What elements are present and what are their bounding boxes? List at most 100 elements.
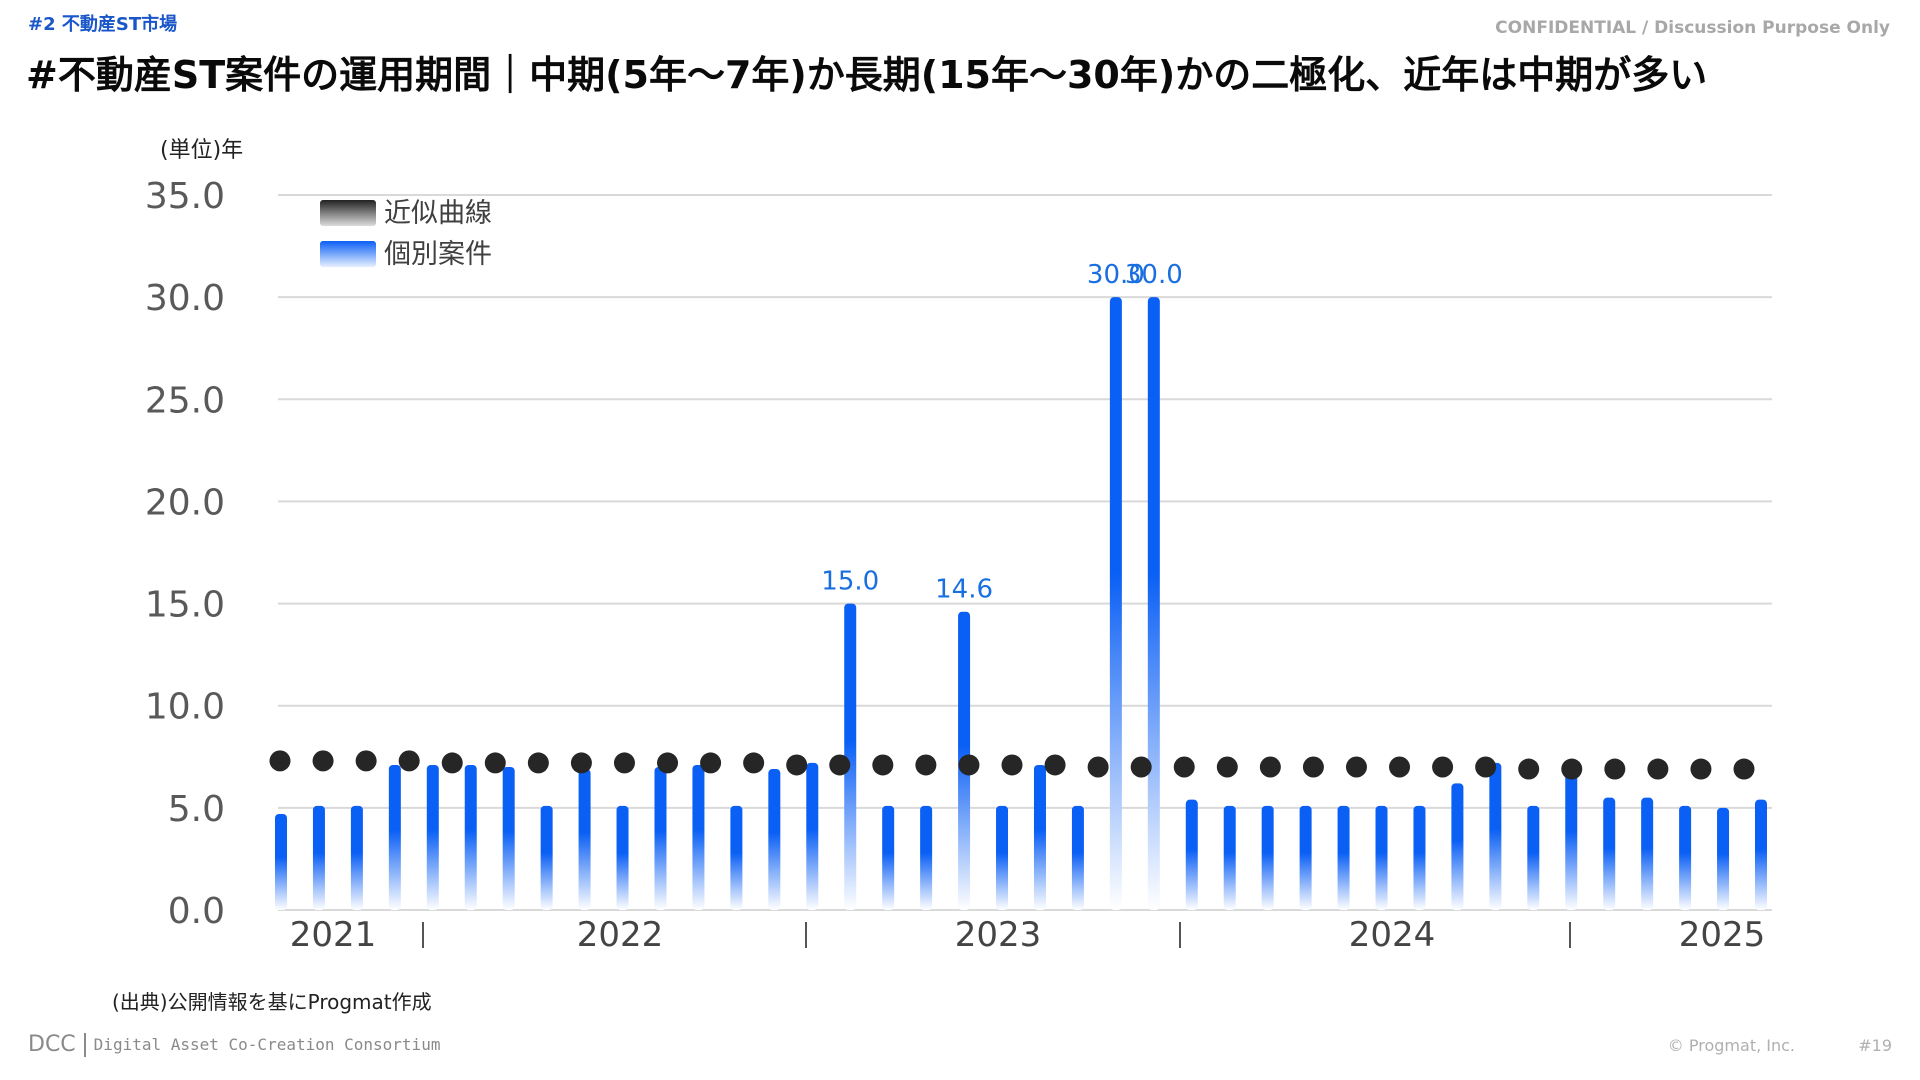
trend-point xyxy=(1647,758,1669,780)
bar xyxy=(1489,762,1502,910)
trend-point xyxy=(1518,758,1540,780)
y-tick-label: 20.0 xyxy=(145,482,225,523)
trend-point xyxy=(613,752,635,774)
x-year-label: 2021 xyxy=(290,915,377,955)
dcc-logo: DCC xyxy=(28,1032,76,1057)
trend-point xyxy=(1389,756,1411,778)
unit-label: (単位)年 xyxy=(160,138,244,163)
section-tag: #2 不動産ST市場 xyxy=(28,14,178,35)
y-tick-label: 10.0 xyxy=(145,687,225,728)
bar xyxy=(388,764,401,910)
bar xyxy=(540,805,553,910)
bar xyxy=(1565,767,1578,910)
trend-point xyxy=(570,752,592,774)
trend-point xyxy=(269,750,291,772)
footer-logo: DCC Digital Asset Co-Creation Consortium xyxy=(28,1032,440,1057)
copyright: © Progmat, Inc. xyxy=(1667,1036,1795,1055)
trend-point xyxy=(1130,756,1152,778)
bar xyxy=(1527,805,1540,910)
bar xyxy=(1451,783,1464,910)
bar xyxy=(1679,805,1692,910)
x-year-label: 2024 xyxy=(1349,915,1436,955)
bar-value-label: 15.0 xyxy=(821,567,879,597)
x-year-label: 2022 xyxy=(577,915,664,955)
bar xyxy=(730,805,743,910)
trend-point xyxy=(1216,756,1238,778)
bar xyxy=(1375,805,1388,910)
y-tick-label: 0.0 xyxy=(168,891,225,932)
source-note: (出典)公開情報を基にProgmat作成 xyxy=(112,990,432,1014)
bar xyxy=(1261,805,1274,910)
legend: 近似曲線 個別案件 xyxy=(320,198,492,270)
trend-point xyxy=(1302,756,1324,778)
bar-value-label: 30.0 xyxy=(1125,260,1183,290)
page-number: #19 xyxy=(1858,1036,1892,1055)
trend-point xyxy=(915,754,937,776)
y-tick-label: 15.0 xyxy=(145,585,225,626)
x-year-label: 2023 xyxy=(955,915,1042,955)
trend-point xyxy=(700,752,722,774)
trend-point xyxy=(1259,756,1281,778)
bar xyxy=(1603,797,1616,910)
trend-point xyxy=(1475,756,1497,778)
bar xyxy=(1337,805,1350,910)
trend-point xyxy=(1087,756,1109,778)
trend-point xyxy=(958,754,980,776)
bar-series xyxy=(275,297,1767,911)
trend-point xyxy=(743,752,765,774)
trend-point xyxy=(1001,754,1023,776)
bar xyxy=(1109,297,1122,911)
consortium-name: Digital Asset Co-Creation Consortium xyxy=(93,1035,441,1054)
trend-point xyxy=(872,754,894,776)
trend-point xyxy=(527,752,549,774)
bar xyxy=(1071,805,1084,910)
trend-point xyxy=(484,752,506,774)
bar xyxy=(1755,799,1767,910)
bar xyxy=(654,767,667,910)
bar xyxy=(1299,805,1312,910)
bar xyxy=(1033,764,1046,910)
x-year-label: 2025 xyxy=(1679,915,1766,955)
legend-swatch-bars xyxy=(320,241,376,267)
bar xyxy=(1223,805,1236,910)
bar-value-label: 30.0 xyxy=(1087,260,1145,290)
trend-point xyxy=(312,750,334,772)
value-labels: 15.0 14.6 30.030.0 xyxy=(821,260,1182,605)
bar xyxy=(920,805,933,910)
trend-point xyxy=(1733,758,1755,780)
trend-point xyxy=(1432,756,1454,778)
bar xyxy=(312,805,325,910)
logo-divider xyxy=(83,1032,86,1057)
trend-point xyxy=(355,750,377,772)
legend-label-bars: 個別案件 xyxy=(384,239,492,270)
bar xyxy=(806,762,819,910)
trend-point xyxy=(786,754,808,776)
trend-point xyxy=(657,752,679,774)
trend-point xyxy=(441,752,463,774)
bar xyxy=(1413,805,1426,910)
bar xyxy=(1717,807,1730,910)
bar xyxy=(882,805,895,910)
trend-series xyxy=(269,750,1755,780)
axes: 0.0 5.0 10.0 15.0 20.0 25.0 30.0 35.0 2021 2022 20… xyxy=(145,176,1765,955)
bar xyxy=(275,813,287,910)
y-tick-label: 5.0 xyxy=(168,789,225,830)
trend-point xyxy=(1604,758,1626,780)
trend-point xyxy=(1173,756,1195,778)
bar xyxy=(844,603,857,910)
trend-point xyxy=(829,754,851,776)
bar xyxy=(1147,297,1160,911)
trend-point xyxy=(398,750,420,772)
trend-point xyxy=(1345,756,1367,778)
page-title: #不動産ST案件の運用期間｜中期(5年〜7年)か長期(15年〜30年)かの二極化… xyxy=(26,53,1708,97)
bar xyxy=(578,769,591,910)
bar xyxy=(502,767,515,910)
legend-swatch-trend xyxy=(320,200,376,226)
trend-point xyxy=(1561,758,1583,780)
confidential-label: CONFIDENTIAL / Discussion Purpose Only xyxy=(1495,18,1890,38)
gridlines xyxy=(278,194,1772,911)
y-tick-label: 25.0 xyxy=(145,380,225,421)
bar xyxy=(996,805,1009,910)
legend-label-trend: 近似曲線 xyxy=(384,198,492,229)
